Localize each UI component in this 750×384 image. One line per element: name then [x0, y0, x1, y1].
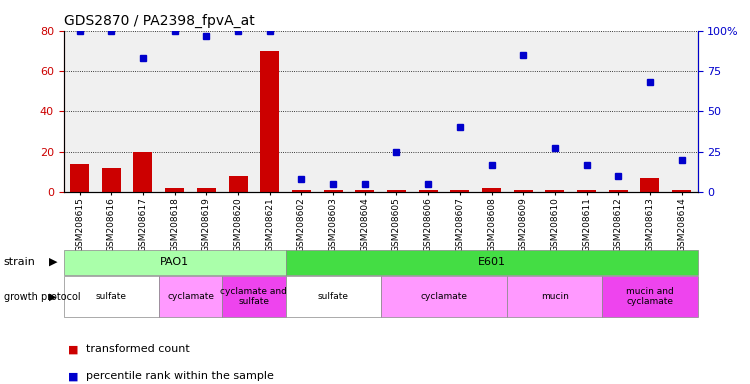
Bar — [70, 164, 89, 192]
Bar — [229, 176, 248, 192]
Bar — [507, 276, 602, 317]
Text: cyclamate: cyclamate — [167, 292, 214, 301]
Text: ▶: ▶ — [49, 257, 57, 267]
Bar — [609, 190, 628, 192]
Bar — [64, 250, 286, 275]
Text: cyclamate and
sulfate: cyclamate and sulfate — [220, 287, 287, 306]
Bar — [602, 276, 698, 317]
Bar — [419, 190, 438, 192]
Text: sulfate: sulfate — [96, 292, 127, 301]
Text: percentile rank within the sample: percentile rank within the sample — [86, 371, 274, 381]
Text: growth protocol: growth protocol — [4, 291, 80, 302]
Bar — [577, 190, 596, 192]
Bar — [640, 178, 659, 192]
Text: mucin: mucin — [541, 292, 568, 301]
Text: cyclamate: cyclamate — [421, 292, 467, 301]
Text: transformed count: transformed count — [86, 344, 190, 354]
Bar — [102, 168, 121, 192]
Text: E601: E601 — [478, 257, 506, 267]
Text: PAO1: PAO1 — [160, 257, 189, 267]
Bar — [545, 190, 565, 192]
Bar — [196, 188, 216, 192]
Bar — [323, 190, 343, 192]
Bar — [672, 190, 692, 192]
Bar — [450, 190, 470, 192]
Bar — [286, 276, 380, 317]
Bar — [292, 190, 311, 192]
Bar — [159, 276, 222, 317]
Text: strain: strain — [4, 257, 36, 267]
Bar — [260, 51, 279, 192]
Bar — [64, 276, 159, 317]
Bar — [356, 190, 374, 192]
Text: ▶: ▶ — [49, 291, 56, 302]
Bar — [165, 188, 184, 192]
Bar — [380, 276, 507, 317]
Bar — [482, 188, 501, 192]
Bar — [222, 276, 286, 317]
Bar — [514, 190, 532, 192]
Text: ■: ■ — [68, 371, 78, 381]
Text: sulfate: sulfate — [317, 292, 349, 301]
Text: GDS2870 / PA2398_fpvA_at: GDS2870 / PA2398_fpvA_at — [64, 14, 254, 28]
Bar — [134, 152, 152, 192]
Text: mucin and
cyclamate: mucin and cyclamate — [626, 287, 674, 306]
Bar — [387, 190, 406, 192]
Bar — [286, 250, 698, 275]
Text: ■: ■ — [68, 344, 78, 354]
